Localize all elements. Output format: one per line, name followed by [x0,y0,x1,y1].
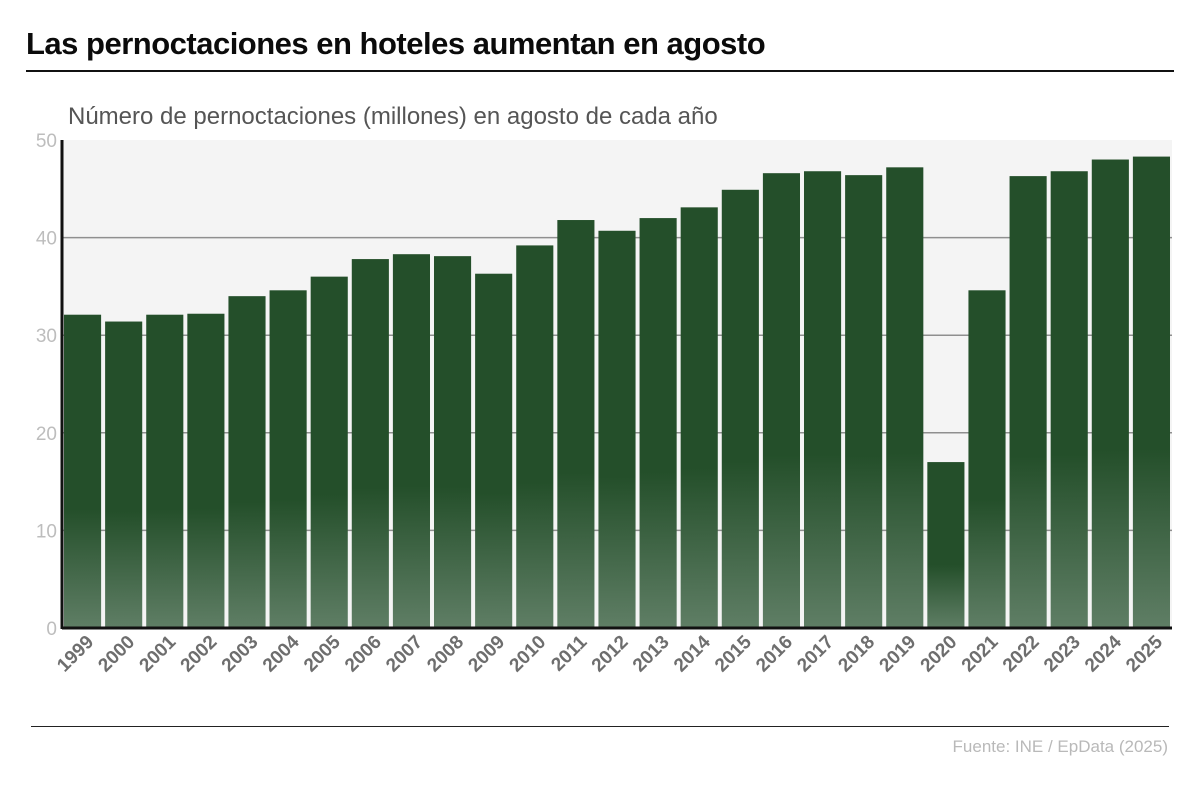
bar [516,245,554,628]
bar [105,321,143,628]
x-axis-tick-label: 2006 [341,632,386,677]
y-axis-tick-label: 50 [36,131,57,152]
x-axis-tick-label: 2018 [834,632,879,677]
chart-title: Las pernoctaciones en hoteles aumentan e… [26,26,766,61]
y-axis-tick-label: 0 [46,619,57,640]
x-axis-tick-label: 2019 [876,632,921,677]
x-axis-tick-label: 2013 [629,632,674,677]
source-note: Fuente: INE / EpData (2025) [952,737,1168,756]
x-axis-label-layer: 1999200020012002200320042005200620072008… [53,631,1167,676]
bar-layer [64,156,1170,629]
bar [968,290,1006,628]
bar [228,296,266,628]
bar [434,256,472,628]
bar [1091,159,1129,628]
bar [804,171,842,628]
bar [845,175,883,629]
x-axis-tick-label: 2025 [1122,631,1167,676]
y-axis-tick-layer: 0 10 20 30 40 50 [36,131,57,640]
bar [680,207,718,628]
x-axis-tick-label: 2003 [218,632,263,677]
bar [351,259,389,628]
bar [475,273,513,628]
x-axis-tick-label: 2002 [177,632,222,677]
x-axis-tick-label: 2017 [793,632,838,677]
bar [721,189,759,628]
x-axis-tick-label: 2020 [917,632,962,677]
x-axis-tick-label: 2024 [1081,631,1126,676]
x-axis-tick-label: 2008 [423,632,468,677]
bar [639,218,677,628]
x-axis-tick-label: 2012 [588,632,633,677]
title-divider [26,70,1174,72]
bar [927,462,965,628]
bar [598,230,636,628]
footer-divider [31,726,1169,727]
x-axis-tick-label: 2001 [136,631,181,676]
bar [187,313,225,628]
x-axis-tick-label: 2015 [711,631,756,676]
x-axis-tick-label: 2023 [1040,632,1085,677]
y-axis-tick-label: 30 [36,326,57,347]
x-axis-tick-label: 1999 [53,632,98,677]
x-axis-tick-label: 2011 [547,631,591,675]
x-axis-tick-label: 2000 [94,632,139,677]
bar [146,314,184,628]
bar [557,220,595,629]
bar [310,276,348,628]
y-axis-tick-label: 10 [36,521,57,542]
bar [1009,176,1047,628]
x-axis-tick-label: 2014 [670,631,715,676]
bar [762,173,800,628]
x-axis-tick-label: 2009 [464,632,509,677]
x-axis-tick-label: 2004 [259,631,304,676]
axis-layer [60,140,1172,630]
bar [392,254,430,628]
y-axis-tick-label: 40 [36,229,57,250]
x-axis-tick-label: 2005 [300,631,345,676]
bar [269,290,307,628]
x-axis-tick-label: 2022 [999,632,1044,677]
chart-subtitle: Número de pernoctaciones (millones) en a… [68,103,718,130]
bar [1132,156,1170,629]
y-axis-tick-label: 20 [36,424,57,445]
bar [1050,171,1088,628]
bar [886,167,924,628]
x-axis-tick-label: 2007 [382,632,427,677]
x-axis-tick-label: 2010 [506,632,551,677]
x-axis-tick-label: 2021 [958,631,1003,676]
x-axis-tick-label: 2016 [752,632,797,677]
bar [64,314,102,628]
